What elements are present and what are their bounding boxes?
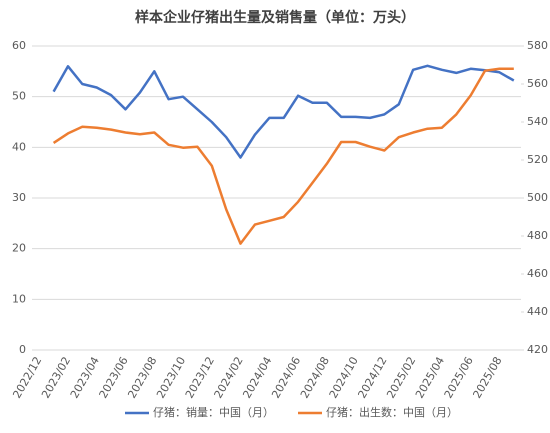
line-series [52, 67, 514, 245]
y2-tick-label: 540 [527, 115, 548, 128]
y-tick-label: 40 [12, 140, 26, 153]
y2-tick-label: 420 [527, 343, 548, 356]
y2-tick-label: 460 [527, 267, 548, 280]
legend-label: 仔猪：出生数：中国（月） [326, 405, 458, 419]
chart-title: 样本企业仔猪出生量及销售量（单位：万头） [135, 9, 415, 26]
y2-tick-label: 440 [527, 305, 548, 318]
x-tick-label: 2025/08 [471, 355, 505, 401]
y-tick-label: 30 [12, 191, 26, 204]
y2-tick-label: 560 [527, 77, 548, 90]
y-tick-label: 10 [12, 292, 26, 305]
y-tick-label: 50 [12, 90, 26, 103]
line-series [52, 64, 515, 159]
y2-tick-label: 520 [527, 153, 548, 166]
y2-tick-label: 580 [527, 39, 548, 52]
y-tick-label: 20 [12, 242, 26, 255]
y2-tick-label: 480 [527, 229, 548, 242]
y2-tick-label: 500 [527, 191, 548, 204]
y-tick-label: 60 [12, 39, 26, 52]
legend-label: 仔猪：销量：中国（月） [153, 405, 274, 419]
y-tick-label: 0 [19, 343, 26, 356]
